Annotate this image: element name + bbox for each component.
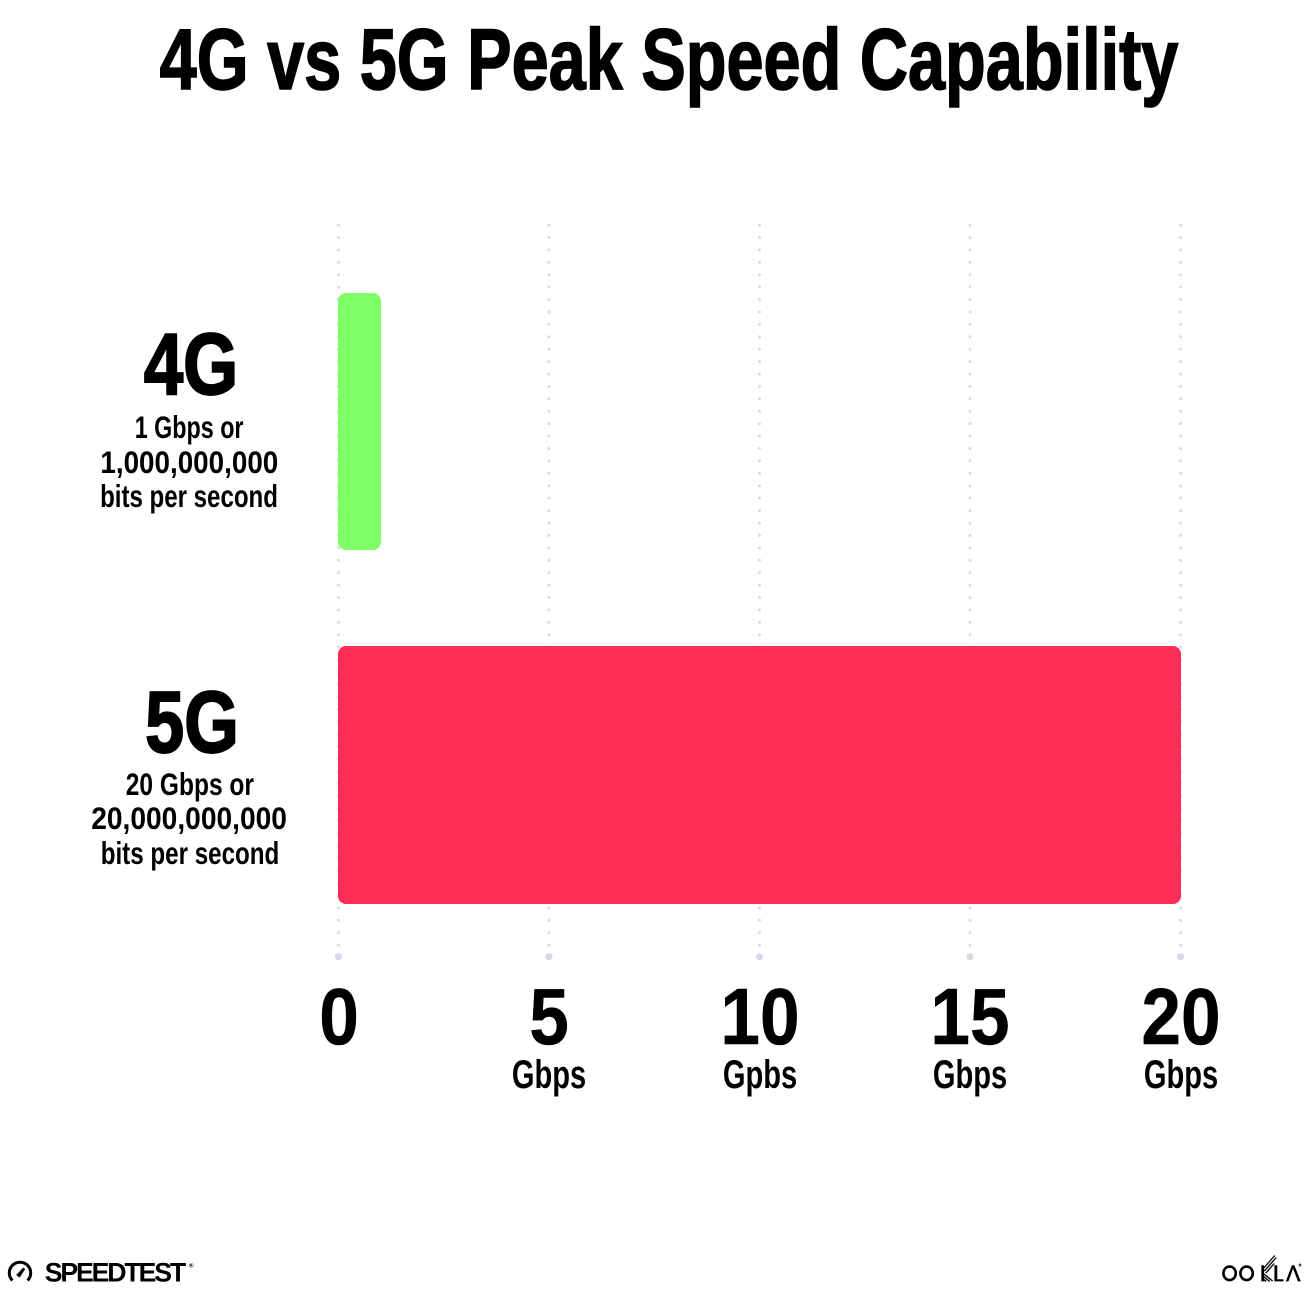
svg-text:SPEEDTEST: SPEEDTEST <box>45 1258 187 1287</box>
svg-text:®: ® <box>189 1263 194 1270</box>
